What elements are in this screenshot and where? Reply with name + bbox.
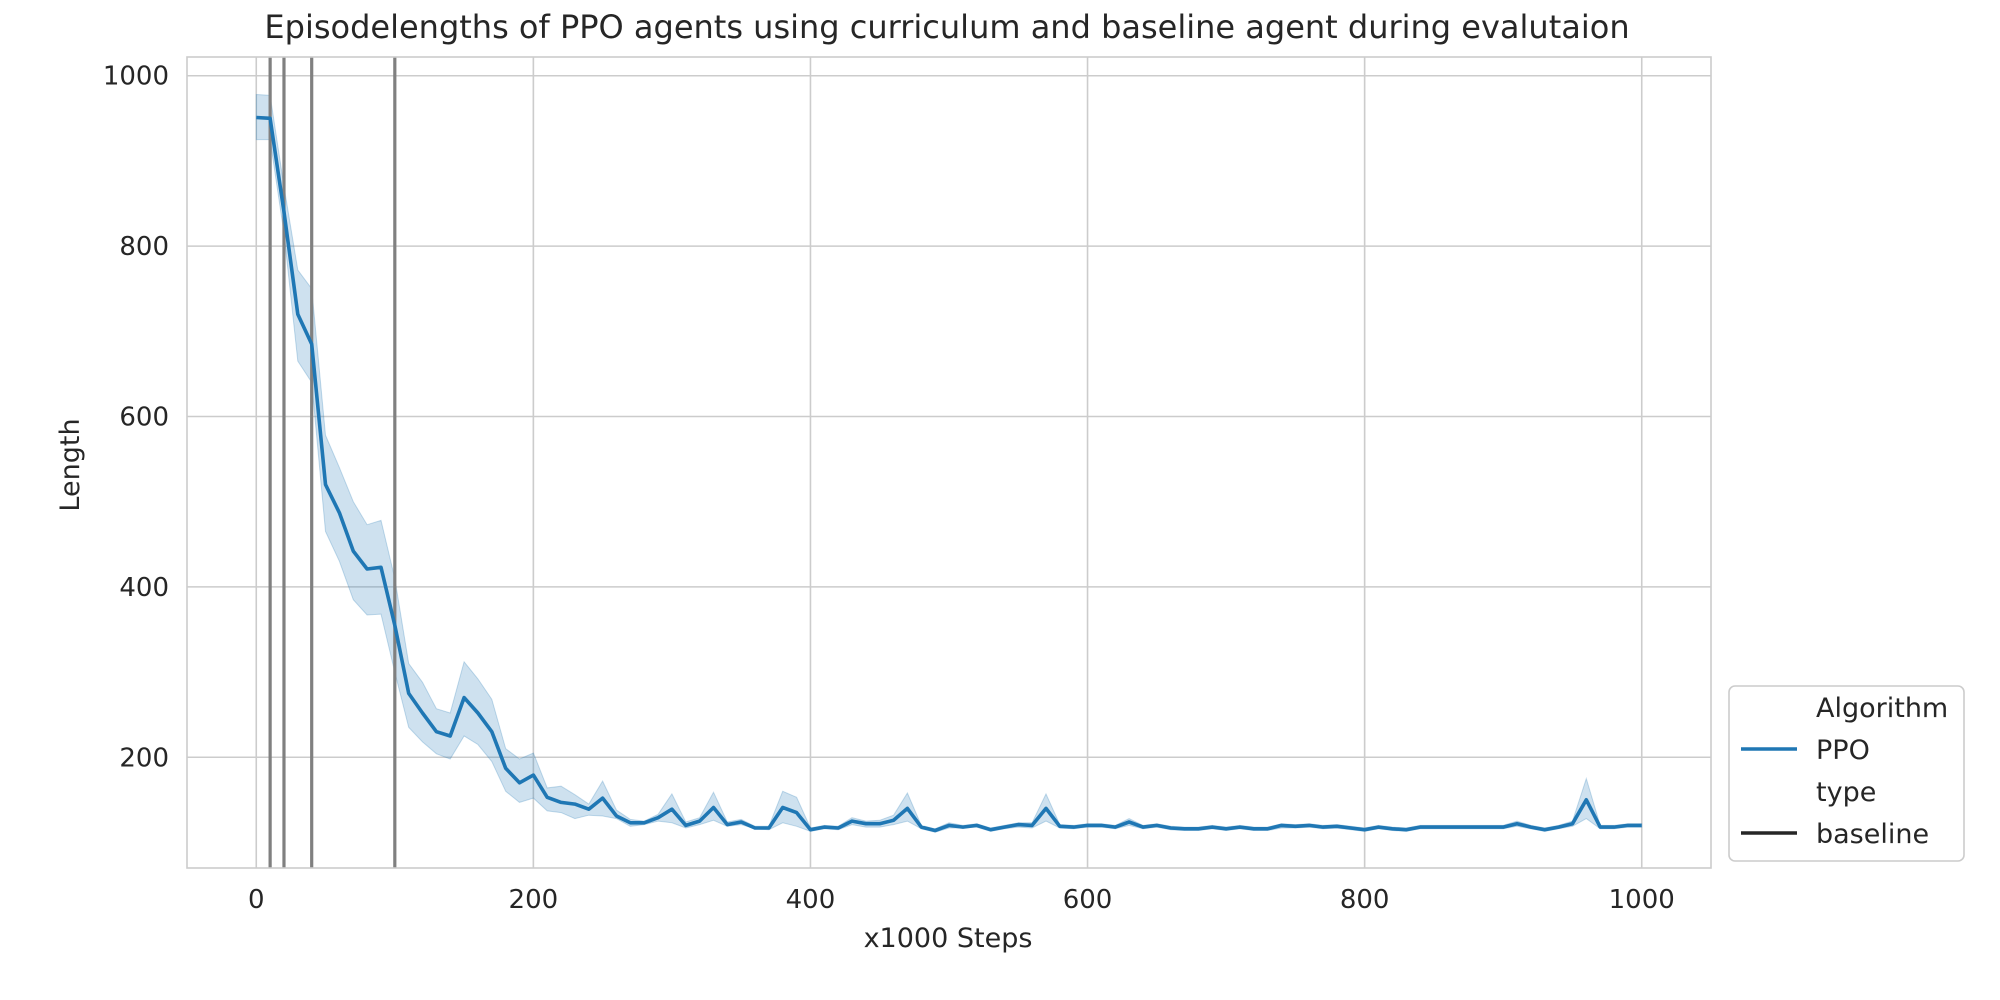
baseline-vlines [268, 57, 397, 868]
ppo-confidence-band [255, 93, 1643, 833]
y-axis-label: Length [55, 418, 86, 511]
x-tick-label: 1000 [1609, 885, 1675, 915]
chart-title: Episodelengths of PPO agents using curri… [264, 8, 1629, 46]
x-tick-label: 200 [509, 885, 559, 915]
legend: Algorithm PPO type baseline [1728, 685, 1965, 862]
tick-label-layer: 0 200 400 600 800 1000 200 400 600 800 1000 [103, 62, 1675, 915]
x-tick-label: 400 [786, 885, 836, 915]
series-line-layer [256, 115, 1642, 833]
plot-frame [186, 56, 1712, 869]
legend-entry-label: Algorithm [1816, 693, 1948, 724]
ppo-series-line [256, 115, 1642, 833]
x-axis-label: x1000 Steps [864, 923, 1033, 954]
y-tick-label: 800 [119, 232, 169, 262]
x-tick-label: 0 [248, 885, 265, 915]
y-tick-label: 200 [119, 743, 169, 773]
y-tick-label: 400 [119, 573, 169, 603]
y-tick-label: 1000 [103, 62, 169, 92]
legend-entry-label: PPO [1816, 735, 1870, 766]
legend-entry-label: type [1816, 777, 1876, 808]
y-tick-label: 600 [119, 402, 169, 432]
x-tick-label: 600 [1063, 885, 1113, 915]
x-tick-label: 800 [1340, 885, 1390, 915]
legend-entry-label: baseline [1816, 819, 1929, 850]
confidence-band-layer [255, 93, 1643, 833]
gridlines [187, 57, 1711, 868]
legend-box [1728, 685, 1965, 862]
